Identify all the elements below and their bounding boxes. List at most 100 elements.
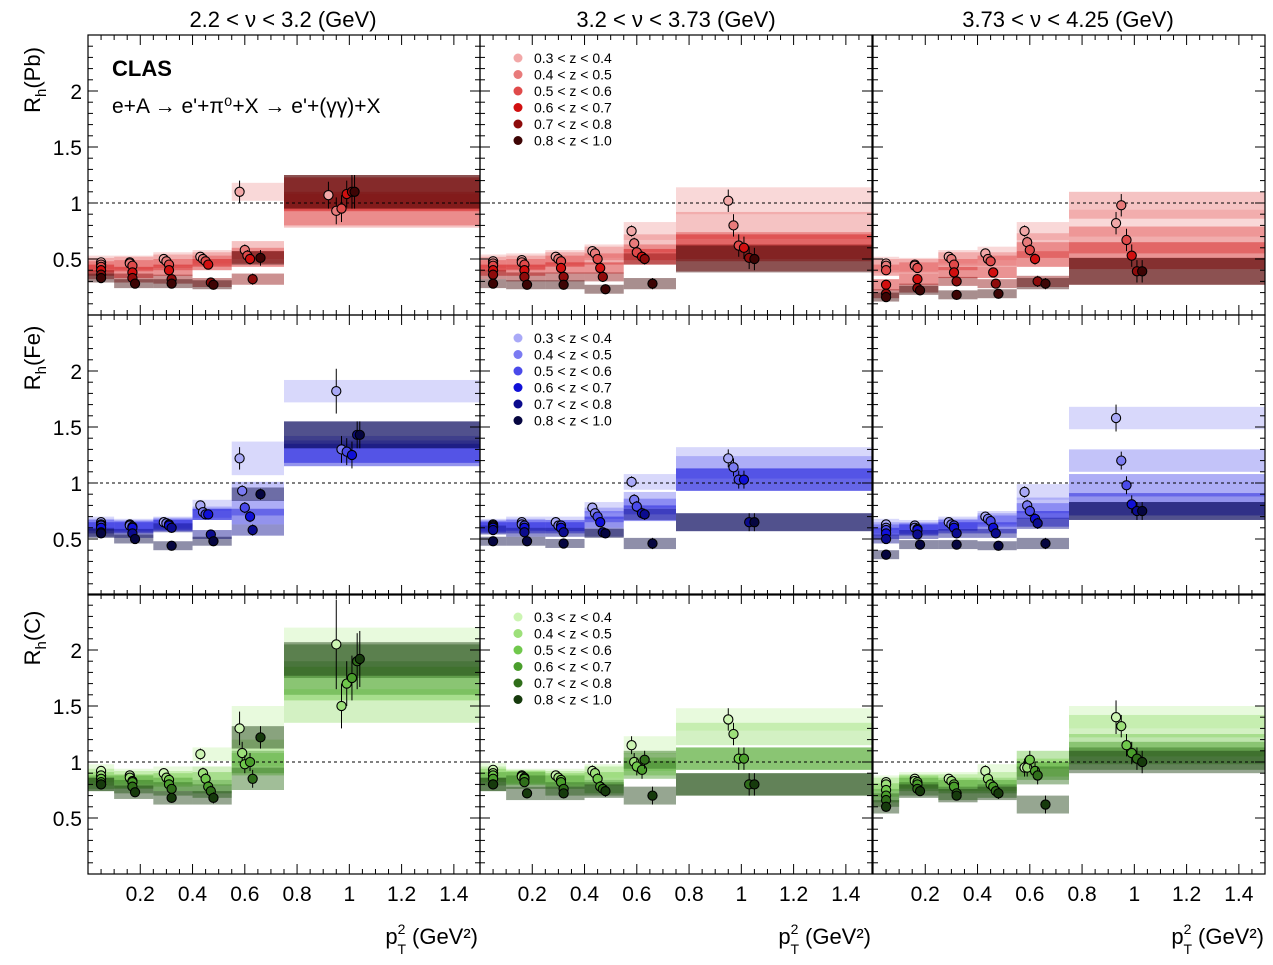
systematic-band xyxy=(977,513,1017,525)
data-point xyxy=(346,449,358,461)
y-tick-label: 1 xyxy=(70,473,82,496)
systematic-band xyxy=(676,187,872,215)
systematic-bands xyxy=(88,379,480,551)
x-axis-title-2-sup: 2 xyxy=(791,921,799,937)
data-point xyxy=(1019,486,1030,498)
panel-pb-2: 0.3 < z < 0.40.4 < z < 0.50.5 < z < 0.60… xyxy=(479,34,873,316)
x-tick-label: 0.4 xyxy=(178,883,208,906)
data-point xyxy=(626,476,637,488)
data-point xyxy=(487,779,499,790)
systematic-band xyxy=(938,516,978,528)
systematic-band xyxy=(284,661,480,695)
data-point xyxy=(647,278,658,289)
data-point xyxy=(629,238,640,249)
data-point xyxy=(95,272,107,284)
systematic-band xyxy=(676,773,872,796)
x-tick-label: 1.4 xyxy=(1224,883,1254,906)
panel-c-3: 0.2 0.4 0.6 0.8 1 1.2 1.4 xyxy=(872,593,1266,906)
data-point xyxy=(521,536,533,547)
systematic-band xyxy=(584,511,624,523)
data-point xyxy=(1121,740,1132,751)
row-label-c: Rh(C) xyxy=(20,611,50,666)
systematic-band xyxy=(623,222,676,240)
data-point xyxy=(234,453,245,464)
data-point xyxy=(354,653,365,665)
legend-label: 0.3 < z < 0.4 xyxy=(534,609,612,625)
legend-marker xyxy=(513,383,523,392)
legend-pb: 0.3 < z < 0.40.4 < z < 0.50.5 < z < 0.60… xyxy=(513,50,612,149)
legend-marker xyxy=(513,366,523,376)
data-point xyxy=(1040,538,1051,549)
data-point xyxy=(1019,225,1030,237)
data-point xyxy=(521,788,533,799)
systematic-band xyxy=(1069,747,1265,770)
data-point xyxy=(880,533,892,545)
data-point xyxy=(247,274,258,285)
data-point xyxy=(948,267,960,278)
data-point xyxy=(993,540,1004,551)
legend-marker xyxy=(513,119,523,129)
data-point xyxy=(1032,770,1043,781)
legend-label: 0.7 < z < 0.8 xyxy=(534,116,612,132)
data-point xyxy=(1137,266,1148,277)
systematic-band xyxy=(1069,406,1265,430)
y-tick-label: 0.5 xyxy=(53,249,82,272)
data-point xyxy=(728,728,739,740)
panel-c-1: 0.2 0.4 0.6 0.8 1 1.2 1.4 0.5 1 1.5 2 xyxy=(53,593,481,906)
systematic-bands xyxy=(480,708,872,805)
systematic-band xyxy=(1069,242,1265,270)
y-tick-label: 1 xyxy=(70,193,82,216)
data-point xyxy=(626,225,637,237)
systematic-band xyxy=(192,499,232,511)
data-point xyxy=(1024,754,1035,765)
systematic-band xyxy=(284,443,480,467)
data-point xyxy=(346,672,358,684)
systematic-bands xyxy=(480,447,872,550)
x-axis-title-1: p2 T (GeV²) xyxy=(385,921,478,957)
data-points xyxy=(487,189,760,295)
systematic-band xyxy=(284,644,480,678)
experiment-annotation: CLAS e+A → e'+π⁰+X → e'+(γγ)+X xyxy=(112,56,380,118)
data-point xyxy=(639,253,650,265)
data-point xyxy=(1029,253,1041,265)
systematic-bands xyxy=(873,191,1265,302)
row-label-fe-target: (Fe) xyxy=(20,326,45,366)
data-point xyxy=(723,195,734,206)
legend-marker xyxy=(513,70,523,79)
data-point xyxy=(647,790,658,801)
data-point xyxy=(738,753,750,764)
data-point xyxy=(951,539,962,550)
data-point xyxy=(129,278,141,289)
y-tick-label: 1 xyxy=(70,752,82,775)
systematic-band xyxy=(623,474,676,490)
legend-label: 0.4 < z < 0.5 xyxy=(534,67,612,83)
x-tick-label: 0.2 xyxy=(126,883,155,906)
legend-marker xyxy=(513,645,523,655)
x-tick-label: 0.4 xyxy=(963,883,993,906)
legend-label: 0.7 < z < 0.8 xyxy=(534,675,612,691)
data-point xyxy=(988,267,999,278)
data-point xyxy=(487,278,499,289)
x-tick-label: 1 xyxy=(735,883,747,906)
data-point xyxy=(880,291,892,303)
data-point xyxy=(234,186,245,197)
panel-fe-2: 0.3 < z < 0.40.4 < z < 0.50.5 < z < 0.60… xyxy=(479,314,873,596)
systematic-band xyxy=(1069,449,1265,472)
legend-label: 0.8 < z < 1.0 xyxy=(534,692,612,708)
x-tick-label: 0.4 xyxy=(570,883,600,906)
systematic-band xyxy=(284,435,480,463)
y-tick-label: 2 xyxy=(70,640,82,663)
legend-label: 0.5 < z < 0.6 xyxy=(534,363,612,379)
systematic-band xyxy=(231,767,284,790)
legend-marker xyxy=(513,695,523,704)
systematic-band xyxy=(284,178,480,212)
row-label-c-main: R xyxy=(20,650,45,666)
data-point xyxy=(914,785,926,797)
data-point xyxy=(912,274,923,285)
data-point xyxy=(749,253,760,265)
data-point xyxy=(647,538,658,549)
data-point xyxy=(880,801,892,812)
systematic-band xyxy=(284,379,480,403)
systematic-band xyxy=(284,440,480,463)
